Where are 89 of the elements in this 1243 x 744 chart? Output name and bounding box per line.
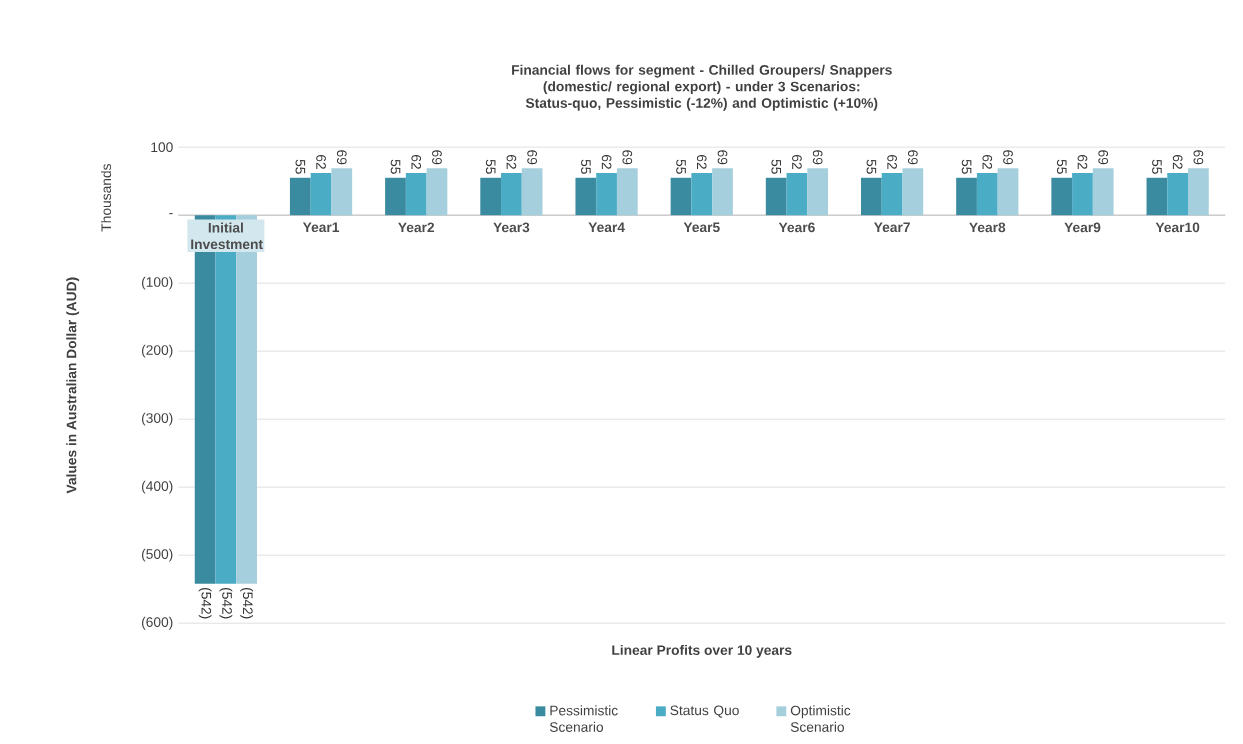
bar	[480, 177, 502, 216]
data-label: 69	[812, 150, 823, 165]
data-label: 69	[527, 150, 537, 165]
bar	[1167, 173, 1189, 216]
legend-label: Optimistic Scenario	[790, 705, 851, 733]
legend-label: Status Quo	[670, 705, 739, 718]
bar	[807, 168, 829, 216]
data-label: 62	[316, 155, 326, 170]
data-label: 62	[1077, 155, 1088, 170]
bar	[691, 173, 713, 216]
bar	[385, 177, 406, 216]
data-label: (542)	[198, 588, 212, 619]
data-label: 69	[717, 150, 728, 165]
x-tick-label: Year3	[493, 222, 530, 233]
y-tick-label: (400)	[142, 480, 173, 494]
data-label: 55	[1056, 159, 1067, 174]
x-tick-label: Year9	[1064, 222, 1101, 233]
bar	[902, 168, 924, 216]
bar	[765, 177, 787, 216]
bar	[289, 177, 311, 216]
bar	[331, 168, 353, 216]
data-label: 69	[622, 150, 633, 165]
text: Thousands	[101, 164, 112, 232]
data-label: 69	[1098, 150, 1109, 165]
y-axis-title: Values in Australian Dollar (AUD)	[66, 277, 80, 494]
bar	[310, 173, 332, 216]
data-label: 62	[601, 155, 612, 170]
data-label: 55	[581, 159, 591, 174]
data-label: 62	[792, 155, 802, 170]
y-tick-label: (200)	[142, 344, 173, 358]
data-label: 55	[390, 159, 401, 174]
data-label: 69	[907, 150, 918, 165]
data-label: 69	[432, 150, 442, 165]
data-label: 69	[1193, 150, 1204, 165]
bar	[405, 173, 427, 216]
data-label: 62	[1172, 155, 1183, 170]
bar	[1051, 177, 1073, 216]
x-tick-label: Year4	[588, 222, 625, 233]
y-tick-label: -	[169, 213, 173, 215]
bar	[575, 177, 597, 216]
data-label: 55	[295, 159, 306, 174]
bar	[956, 177, 977, 216]
data-label: 62	[411, 155, 422, 170]
data-label: 55	[676, 159, 686, 174]
bar	[501, 173, 522, 216]
bar	[861, 177, 882, 216]
bar	[616, 168, 638, 216]
x-tick-label: Year6	[778, 222, 815, 233]
data-label: 55	[1152, 159, 1162, 174]
bar	[881, 173, 903, 216]
data-label: (542)	[240, 588, 254, 619]
x-tick-label: Year7	[873, 222, 910, 233]
bar	[670, 177, 692, 216]
x-tick-label: Year1	[302, 222, 340, 233]
bar	[521, 168, 543, 216]
legend-label: Pessimistic Scenario	[549, 705, 618, 733]
data-label: 69	[1003, 150, 1013, 165]
bar	[1146, 177, 1168, 216]
x-tick-label: Initial Investment	[191, 222, 263, 250]
data-label: 62	[887, 155, 897, 170]
y-tick-label: (100)	[142, 276, 173, 290]
bar	[596, 173, 617, 216]
bar	[976, 173, 998, 216]
bar	[1188, 168, 1209, 216]
x-tick-label: Year5	[683, 222, 720, 233]
data-label: (542)	[219, 588, 233, 619]
bar	[712, 168, 733, 216]
y-tick-label: (600)	[142, 616, 173, 630]
bar	[1092, 168, 1114, 216]
y-tick-label: (300)	[142, 412, 173, 426]
bar	[997, 168, 1019, 216]
x-axis-title: Linear Profits over 10 years	[612, 645, 792, 658]
bar	[1072, 173, 1093, 216]
bar	[786, 173, 808, 216]
data-label: 62	[696, 155, 707, 170]
data-label: 62	[982, 155, 993, 170]
y-tick-label: 100	[151, 142, 173, 153]
data-label: 62	[506, 155, 517, 170]
y-tick-label: (500)	[142, 548, 173, 562]
chart-title: Financial flows for segment - Chilled Groupers/ Snappers (domestic/ regional export) - under 3 Scenarios: Status-quo, Pessimistic (-12%) and Optimistic (+10%)	[512, 64, 892, 111]
data-label: 69	[336, 150, 347, 165]
x-tick-label: Year8	[969, 222, 1006, 233]
data-label: 55	[866, 159, 877, 174]
data-label: 55	[771, 159, 781, 174]
bar	[426, 168, 448, 216]
data-label: 55	[485, 159, 496, 174]
x-tick-label: Year2	[398, 222, 435, 233]
data-label: 55	[961, 159, 972, 174]
x-tick-label: Year10	[1155, 222, 1200, 233]
